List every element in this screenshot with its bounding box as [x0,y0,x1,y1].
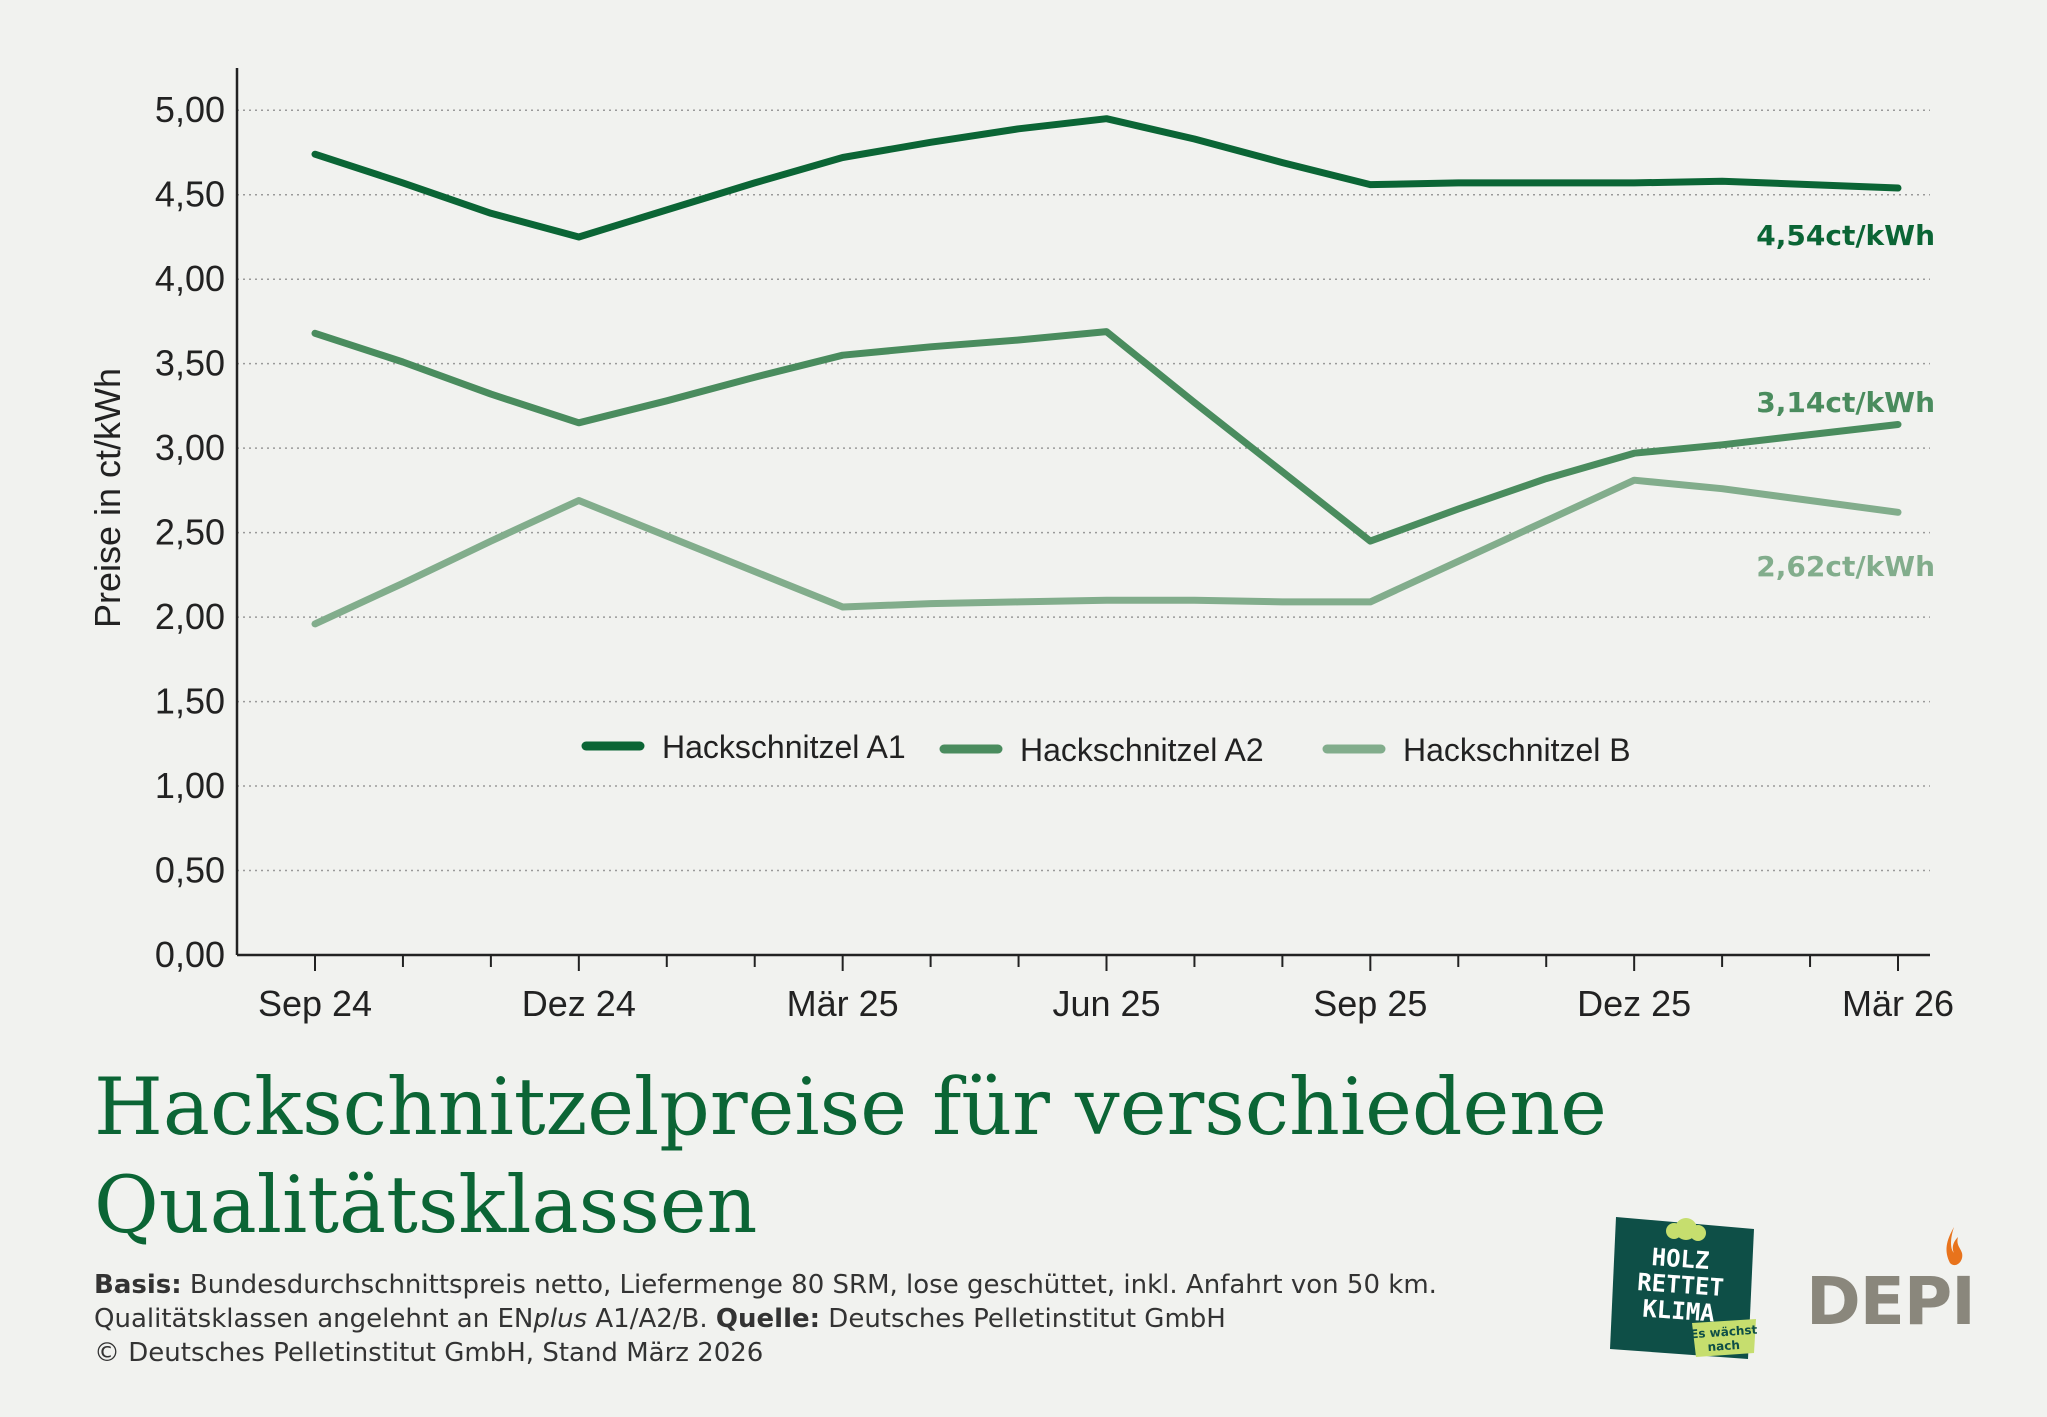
basis-text-2: A1/A2/B. [587,1304,708,1334]
legend: Hackschnitzel A1 Hackschnitzel A2 Hackschn… [581,729,1631,768]
x-tick-label: Dez 24 [522,983,636,1024]
x-axis-ticks: Sep 24 Dez 24 Mär 25 Jun 25 Sep 25 Dez 25 Mär … [258,955,1954,1024]
x-tick-label: Dez 25 [1577,983,1691,1024]
holz-rettet-klima-logo: HOLZ RETTET KLIMA Es wächst nach [1608,1213,1758,1363]
logo-holz-tag2: nach [1707,1338,1740,1354]
x-tick-label: Mär 25 [787,983,899,1024]
series-line-2 [311,328,1902,545]
y-tick-label: 0,00 [155,934,225,975]
x-tick-label: Jun 25 [1052,983,1160,1024]
logo-holz-line1: HOLZ [1651,1243,1711,1275]
quelle-label: Quelle: [715,1304,821,1334]
logo-holz-line3: KLIMA [1642,1295,1717,1328]
y-tick-label: 2,00 [155,596,225,637]
logo-holz-line2: RETTET [1636,1268,1724,1302]
x-tick-label: Sep 24 [258,983,372,1024]
y-tick-label: 5,00 [155,89,225,130]
x-tick-label: Sep 25 [1313,983,1427,1024]
y-axis-ticks: 0,00 0,50 1,00 1,50 2,00 2,50 3,00 3,50 4,00 4,50… [155,89,225,975]
legend-label-1: Hackschnitzel A1 [662,729,906,765]
basis-note: Basis: Bundesdurchschnittspreis netto, L… [94,1268,1494,1336]
flame-icon [1946,1227,1963,1266]
end-label-2: 3,14ct/kWh [1756,386,1935,419]
end-labels: 4,54ct/kWh 3,14ct/kWh 2,62ct/kWh [1756,219,1935,583]
y-tick-label: 4,00 [155,258,225,299]
logo-holz-tag1: Es wächst [1690,1323,1758,1342]
y-tick-label: 2,50 [155,512,225,553]
y-axis-label: Preise in ct/kWh [87,368,128,628]
depi-wordmark: DEPI [1806,1263,1976,1340]
basis-label: Basis: [94,1270,182,1300]
chart-title: Hackschnitzelpreise für verschiedene Qua… [94,1061,1607,1251]
copyright-note: © Deutsches Pelletinstitut GmbH, Stand M… [94,1338,764,1368]
y-tick-label: 3,50 [155,343,225,384]
legend-label-2: Hackschnitzel A2 [1020,732,1264,768]
line-chart: 0,00 0,50 1,00 1,50 2,00 2,50 3,00 3,50 4,00 4,50… [87,68,1954,1024]
y-tick-label: 3,00 [155,427,225,468]
quelle-text: Deutsches Pelletinstitut GmbH [828,1304,1226,1334]
end-label-1: 4,54ct/kWh [1756,219,1935,252]
y-tick-label: 1,00 [155,765,225,806]
end-label-3: 2,62ct/kWh [1756,550,1935,583]
series-line-3 [311,476,1902,628]
y-tick-label: 4,50 [155,174,225,215]
basis-text: Bundesdurchschnittspreis netto, Lieferme… [94,1270,1437,1334]
x-tick-label: Mär 26 [1842,983,1954,1024]
footnotes: Basis: Bundesdurchschnittspreis netto, L… [94,1268,1494,1370]
enplus-italic: plus [533,1304,588,1334]
series-line-1 [311,115,1902,241]
y-tick-label: 1,50 [155,681,225,722]
series-lines [311,115,1902,628]
y-tick-label: 0,50 [155,850,225,891]
legend-label-3: Hackschnitzel B [1403,732,1631,768]
depi-logo: DEPI [1806,1225,1976,1340]
gridlines [237,109,1930,872]
